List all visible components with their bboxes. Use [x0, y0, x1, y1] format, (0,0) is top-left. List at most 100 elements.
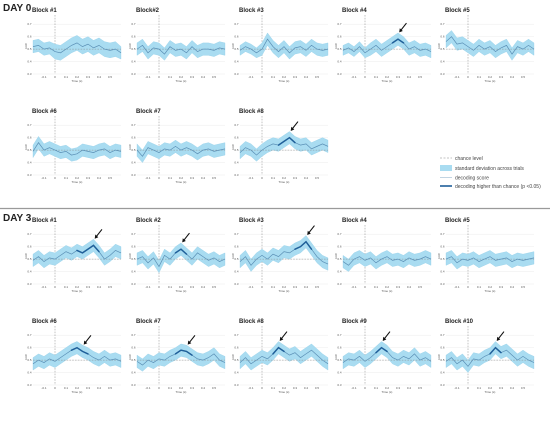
- sd-band: [445, 341, 535, 373]
- x-tick-label: 0.4: [407, 285, 412, 289]
- y-tick-label: 0.5: [27, 148, 32, 152]
- y-axis-label: AUC: [334, 42, 338, 49]
- x-axis-label: Time (s): [279, 79, 290, 83]
- x-tick-label: 0.1: [271, 386, 276, 390]
- block-title: Block #7: [136, 109, 161, 115]
- x-tick-label: 0.5: [212, 176, 217, 180]
- y-tick-label: 0.6: [234, 346, 239, 350]
- x-tick-label: 0: [467, 386, 469, 390]
- x-tick-label: 0.1: [477, 386, 482, 390]
- y-tick-label: 0.7: [27, 123, 32, 127]
- significant-segment: [277, 136, 296, 146]
- x-tick-label: 0.2: [385, 75, 390, 79]
- y-tick-label: 0.5: [27, 358, 32, 362]
- y-tick-label: 0.7: [131, 232, 136, 236]
- significant-segment: [272, 346, 285, 355]
- score-line: [445, 256, 535, 264]
- score-line: [136, 44, 226, 55]
- x-tick-label: 0.4: [304, 285, 309, 289]
- y-axis-label: AUC: [128, 353, 132, 360]
- x-tick-label: 0.2: [282, 75, 287, 79]
- x-tick-label: 0.1: [64, 285, 69, 289]
- sd-band: [239, 341, 329, 371]
- x-axis-label: Time (s): [382, 79, 393, 83]
- y-tick-label: 0.4: [440, 371, 445, 375]
- decoding-panel: Block #9 0.3 0.4 0.5 0.6 0.7 -0.1 0 0.1 0.2 0.3 0.4…: [334, 319, 432, 394]
- y-tick-label: 0.5: [131, 257, 136, 261]
- x-tick-label: 0.5: [418, 285, 423, 289]
- arrow-head: [94, 234, 99, 239]
- x-tick-label: 0.3: [86, 75, 91, 79]
- block-title: Block #1: [32, 218, 57, 224]
- y-axis-label: AUC: [128, 143, 132, 150]
- y-tick-label: 0.6: [337, 245, 342, 249]
- x-tick-label: 0.2: [282, 285, 287, 289]
- x-tick-label: 0: [261, 75, 263, 79]
- y-axis-label: AUC: [128, 42, 132, 49]
- arrow-head: [382, 336, 387, 341]
- sd-band: [342, 250, 432, 272]
- block-title: Block #8: [239, 319, 264, 325]
- x-tick-label: 0.4: [97, 75, 102, 79]
- x-tick-label: 0.2: [282, 386, 287, 390]
- score-line: [32, 142, 122, 156]
- y-tick-label: 0.7: [234, 22, 239, 26]
- x-tick-label: 0.5: [108, 285, 113, 289]
- y-tick-label: 0.3: [27, 383, 32, 387]
- significant-segment: [70, 346, 89, 355]
- x-tick-label: 0: [364, 285, 366, 289]
- arrow-head: [290, 126, 295, 131]
- x-tick-label: -0.1: [248, 75, 254, 79]
- y-tick-label: 0.5: [27, 257, 32, 261]
- y-tick-label: 0.6: [234, 35, 239, 39]
- x-tick-label: 0.3: [396, 75, 401, 79]
- y-tick-label: 0.6: [131, 35, 136, 39]
- x-tick-label: 0.1: [168, 176, 173, 180]
- legend-score-label: decoding score: [455, 176, 489, 182]
- sd-band: [136, 139, 226, 163]
- score-line: [136, 145, 226, 157]
- x-axis-label: Time (s): [176, 289, 187, 293]
- y-tick-label: 0.7: [131, 123, 136, 127]
- y-axis-label: AUC: [231, 42, 235, 49]
- x-tick-label: -0.1: [454, 75, 460, 79]
- x-tick-label: 0: [261, 285, 263, 289]
- x-tick-label: 0.1: [374, 386, 379, 390]
- x-tick-label: -0.1: [145, 75, 151, 79]
- y-tick-label: 0.7: [234, 123, 239, 127]
- sd-band: [136, 242, 226, 274]
- x-tick-label: -0.1: [248, 176, 254, 180]
- y-tick-label: 0.4: [131, 270, 136, 274]
- y-tick-label: 0.3: [440, 383, 445, 387]
- x-tick-label: 0.4: [201, 285, 206, 289]
- x-tick-label: 0: [158, 176, 160, 180]
- x-tick-label: 0.1: [374, 285, 379, 289]
- y-tick-label: 0.7: [234, 232, 239, 236]
- block-title: Block #3: [239, 218, 264, 224]
- arrow-head: [496, 336, 501, 341]
- x-tick-label: 0: [364, 75, 366, 79]
- day-label: DAY 0: [3, 3, 32, 14]
- x-tick-label: 0.2: [179, 285, 184, 289]
- x-tick-label: -0.1: [145, 386, 151, 390]
- arrow-shaft: [280, 331, 288, 340]
- x-axis-label: Time (s): [279, 180, 290, 184]
- sd-band: [32, 35, 122, 61]
- decoding-panel: Block #4 0.3 0.4 0.5 0.6 0.7 -0.1 0 0.1 0.2 0.3 0.4…: [334, 218, 432, 293]
- x-tick-label: 0.4: [201, 75, 206, 79]
- x-tick-label: 0.2: [385, 285, 390, 289]
- decoding-panel: Block #3 0.3 0.4 0.5 0.6 0.7 -0.1 0 0.1 0.2 0.3 0.4…: [231, 218, 329, 293]
- x-tick-label: 0.2: [282, 176, 287, 180]
- y-axis-label: AUC: [437, 353, 441, 360]
- y-tick-label: 0.3: [27, 173, 32, 177]
- x-tick-label: 0.5: [108, 176, 113, 180]
- x-axis-label: Time (s): [176, 390, 187, 394]
- x-tick-label: 0.5: [315, 75, 320, 79]
- x-tick-label: 0.3: [293, 176, 298, 180]
- y-tick-label: 0.4: [131, 60, 136, 64]
- x-tick-label: 0.4: [510, 285, 515, 289]
- x-tick-label: -0.1: [454, 386, 460, 390]
- x-tick-label: -0.1: [351, 285, 357, 289]
- y-tick-label: 0.4: [27, 60, 32, 64]
- y-tick-label: 0.7: [27, 232, 32, 236]
